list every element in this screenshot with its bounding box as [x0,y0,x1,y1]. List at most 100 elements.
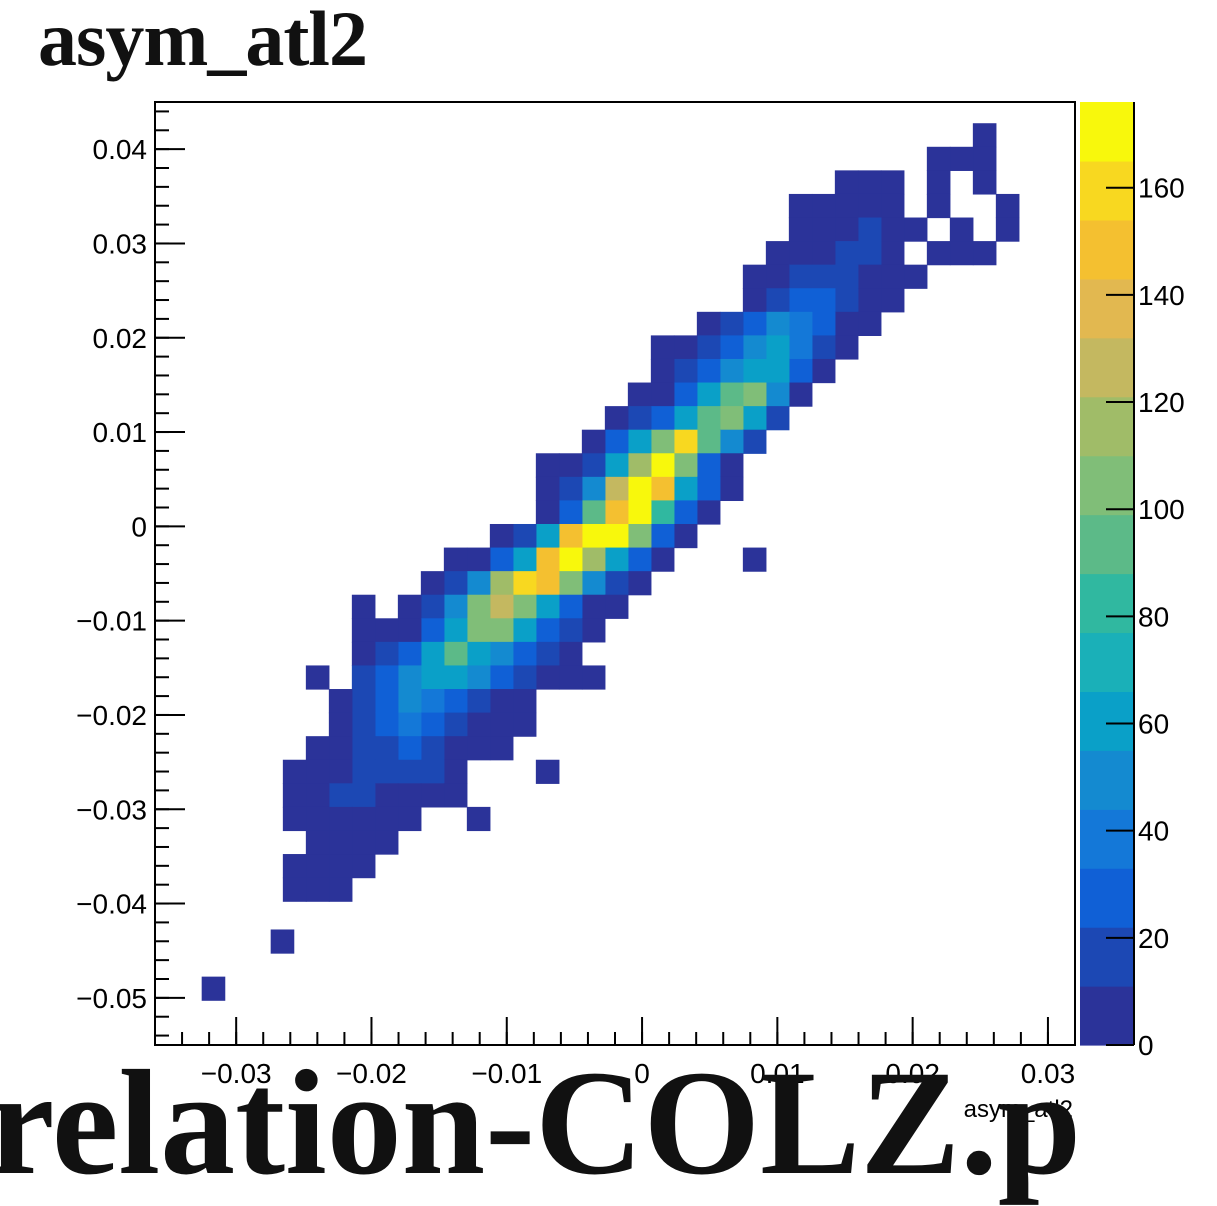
heatmap-cell [604,429,629,454]
heatmap-cell [719,453,744,478]
heatmap-cell [742,547,767,572]
heatmap-cell [972,123,997,148]
heatmap-cell [305,665,330,690]
palette-tick-label: 100 [1138,494,1185,525]
heatmap-cell [719,382,744,407]
heatmap-cell [489,594,514,619]
heatmap-cell [305,759,330,784]
heatmap-cell [788,193,813,219]
heatmap-cell [880,170,905,195]
palette-swatch [1080,219,1134,280]
heatmap-cell [466,689,491,714]
heatmap-cell [351,736,376,761]
heatmap-cell [903,217,928,242]
heatmap-cell [420,759,445,784]
x-axis-title: asym_atl2 [964,1096,1073,1123]
heatmap-cell [420,783,445,808]
heatmap-cell [650,453,675,478]
heatmap-cell [719,311,744,336]
heatmap-cell [374,830,399,855]
heatmap-cell [857,311,882,336]
heatmap-cell [351,665,376,690]
heatmap-cell [374,689,399,714]
heatmap-cell [604,406,629,431]
heatmap-cell [305,830,330,855]
heatmap-cell [581,453,606,478]
heatmap-cell [420,571,445,596]
x-tick-label: 0.03 [1021,1058,1076,1089]
heatmap-cell [880,217,905,242]
heatmap-cell [788,311,813,336]
palette-tick-label: 60 [1138,709,1169,740]
x-tick-label: −0.01 [471,1058,542,1089]
heatmap-cell [581,429,606,454]
y-tick-label: −0.01 [76,606,147,637]
heatmap-cell [627,523,652,549]
heatmap-cell [558,523,583,549]
heatmap-cell [351,594,376,619]
heatmap-cell [673,500,698,525]
heatmap-cell [696,500,721,525]
heatmap-cell [995,217,1020,242]
y-tick-label: 0 [131,511,147,542]
heatmap-cell [650,406,675,431]
heatmap-cell [282,806,307,832]
heatmap-cell [650,500,675,525]
heatmap-cell [650,358,675,384]
heatmap-cell [351,618,376,643]
heatmap-cell [604,523,629,549]
heatmap-cell [374,641,399,667]
heatmap-cell [512,571,537,596]
heatmap-cell [650,547,675,572]
heatmap-cell [535,665,560,690]
heatmap-cell [535,594,560,619]
x-tick-label: 0.01 [750,1058,805,1089]
heatmap-cell [466,618,491,643]
heatmap-cell [351,806,376,832]
palette-swatch [1080,278,1134,339]
palette-tick-label: 40 [1138,816,1169,847]
heatmap-cell [512,594,537,619]
heatmap-cell [397,783,422,808]
heatmap-cell [489,618,514,643]
heatmap-cell [443,712,468,737]
heatmap-cell [420,736,445,761]
heatmap-cell [328,759,353,784]
heatmap-cell [489,689,514,714]
heatmap-cell [512,712,537,737]
heatmap-cell [558,500,583,525]
axes [154,102,1076,1046]
y-tick-label: −0.02 [76,700,147,731]
heatmap-cell [581,618,606,643]
heatmap-cell [397,759,422,784]
heatmap-cell [765,264,790,289]
heatmap-cell [466,665,491,690]
heatmap-cell [512,689,537,714]
heatmap-cell [535,547,560,572]
heatmap-cell [581,547,606,572]
heatmap-cell [834,288,859,313]
heatmap-cell [857,288,882,313]
heatmap-cell [535,523,560,549]
heatmap-cell [765,288,790,313]
chart-title: asym_atl2 [38,0,368,82]
palette-swatch [1080,102,1134,162]
heatmap-cell [535,618,560,643]
heatmap-cell [397,618,422,643]
heatmap-cell [328,877,353,902]
heatmap-cell [604,476,629,502]
palette-swatch [1080,396,1134,457]
heatmap-cell [328,736,353,761]
heatmap-cell [558,641,583,667]
heatmap-cell [420,712,445,737]
heatmap-cell [420,618,445,643]
heatmap-cell [673,406,698,431]
heatmap-cell [558,594,583,619]
tick-labels: −0.03 −0.02 −0.01 0 0.01 0.02 0.03 0.04 0.03 0.02… [76,134,1185,1123]
heatmap-cell [443,641,468,667]
y-tick-label: 0.03 [93,228,148,259]
heatmap-cell [328,806,353,832]
heatmap-cell [627,547,652,572]
heatmap-cell [719,476,744,502]
heatmap-cell [604,594,629,619]
